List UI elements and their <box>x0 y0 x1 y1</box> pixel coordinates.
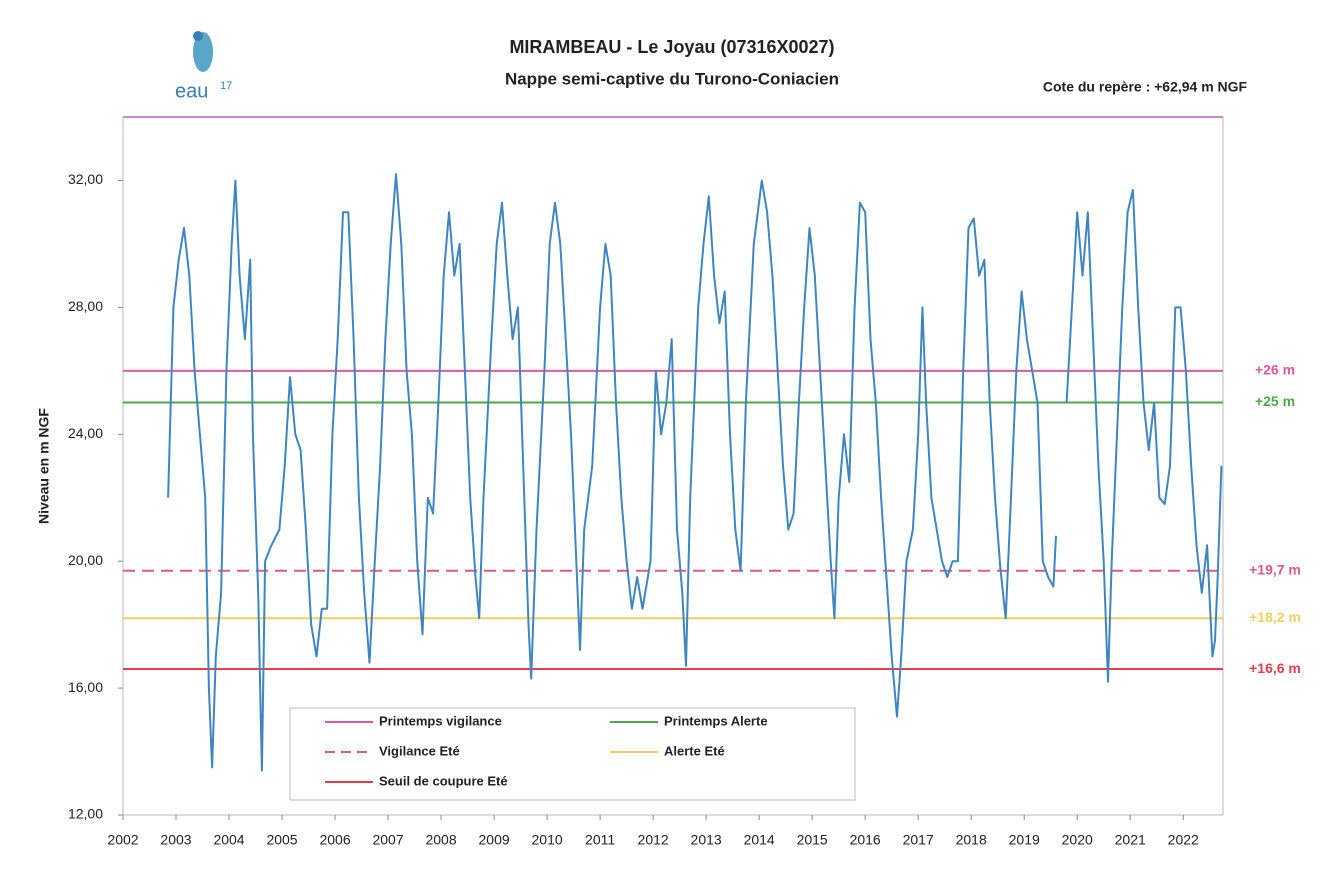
y-tick-label: 12,00 <box>68 806 103 822</box>
threshold-label: +19,7 m <box>1249 561 1301 577</box>
x-tick-label: 2013 <box>691 832 722 848</box>
x-tick-label: 2021 <box>1115 832 1146 848</box>
x-tick-label: 2010 <box>532 832 563 848</box>
threshold-label: +25 m <box>1255 393 1295 409</box>
x-tick-label: 2009 <box>479 832 510 848</box>
legend-label: Vigilance Eté <box>379 743 460 758</box>
x-tick-label: 2019 <box>1009 832 1040 848</box>
threshold-label: +26 m <box>1255 362 1295 378</box>
logo-icon <box>193 31 203 41</box>
x-tick-label: 2007 <box>372 832 403 848</box>
y-tick-label: 20,00 <box>68 552 103 568</box>
x-tick-label: 2018 <box>956 832 987 848</box>
threshold-label: +16,6 m <box>1249 660 1301 676</box>
legend-label: Printemps vigilance <box>379 713 502 728</box>
y-tick-label: 16,00 <box>68 679 103 695</box>
annotation: Cote du repère : +62,94 m NGF <box>1043 79 1248 95</box>
y-axis-title: Niveau en m NGF <box>36 408 52 524</box>
x-tick-label: 2016 <box>850 832 881 848</box>
x-tick-label: 2014 <box>744 832 775 848</box>
chart-title: MIRAMBEAU - Le Joyau (07316X0027) <box>509 37 834 57</box>
y-tick-label: 28,00 <box>68 298 103 314</box>
x-tick-label: 2006 <box>319 832 350 848</box>
x-tick-label: 2017 <box>903 832 934 848</box>
logo-sup: 17 <box>220 80 232 92</box>
threshold-label: +18,2 m <box>1249 609 1301 625</box>
x-tick-label: 2002 <box>107 832 138 848</box>
logo-text: eau <box>175 80 208 102</box>
legend-label: Printemps Alerte <box>664 713 768 728</box>
x-tick-label: 2005 <box>266 832 297 848</box>
x-tick-label: 2004 <box>213 832 244 848</box>
y-tick-label: 24,00 <box>68 425 103 441</box>
x-tick-label: 2022 <box>1168 832 1199 848</box>
data-line <box>167 173 1223 772</box>
x-tick-label: 2012 <box>638 832 669 848</box>
x-tick-label: 2011 <box>585 832 615 848</box>
x-tick-label: 2020 <box>1062 832 1093 848</box>
legend-label: Seuil de coupure Eté <box>379 773 508 788</box>
chart-subtitle: Nappe semi-captive du Turono-Coniacien <box>505 69 839 88</box>
x-tick-label: 2003 <box>160 832 191 848</box>
x-tick-label: 2008 <box>425 832 456 848</box>
legend-label: Alerte Eté <box>664 743 725 758</box>
legend-box <box>289 707 856 801</box>
y-tick-label: 32,00 <box>68 171 103 187</box>
x-tick-label: 2015 <box>797 832 828 848</box>
logo: eau 17 <box>175 31 232 102</box>
logo-icon <box>193 32 213 72</box>
